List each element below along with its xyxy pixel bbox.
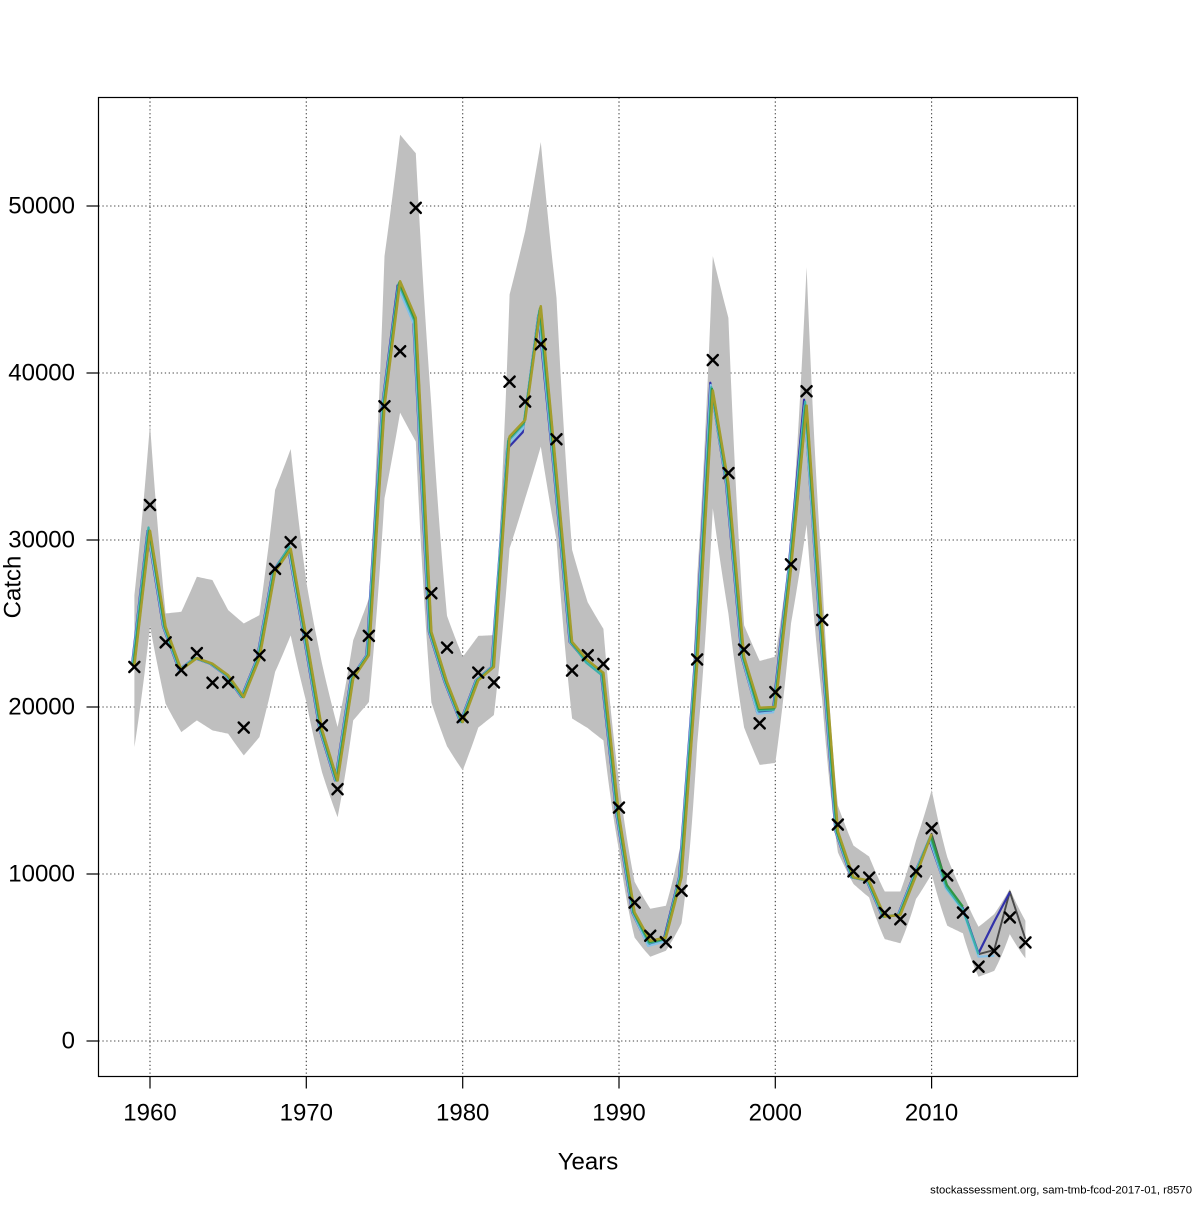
svg-text:30000: 30000 xyxy=(8,527,75,554)
svg-text:1960: 1960 xyxy=(123,1100,176,1127)
svg-text:stockassessment.org, sam-tmb-f: stockassessment.org, sam-tmb-fcod-2017-0… xyxy=(930,1185,1192,1197)
svg-text:1990: 1990 xyxy=(592,1100,645,1127)
svg-text:1980: 1980 xyxy=(436,1100,489,1127)
svg-text:20000: 20000 xyxy=(8,694,75,721)
svg-text:Catch: Catch xyxy=(0,556,27,619)
svg-text:2010: 2010 xyxy=(905,1100,958,1127)
svg-text:10000: 10000 xyxy=(8,861,75,888)
svg-text:0: 0 xyxy=(62,1028,75,1055)
svg-text:50000: 50000 xyxy=(8,193,75,220)
svg-text:40000: 40000 xyxy=(8,360,75,387)
svg-text:Years: Years xyxy=(558,1149,619,1176)
svg-text:1970: 1970 xyxy=(280,1100,333,1127)
svg-text:2000: 2000 xyxy=(749,1100,802,1127)
